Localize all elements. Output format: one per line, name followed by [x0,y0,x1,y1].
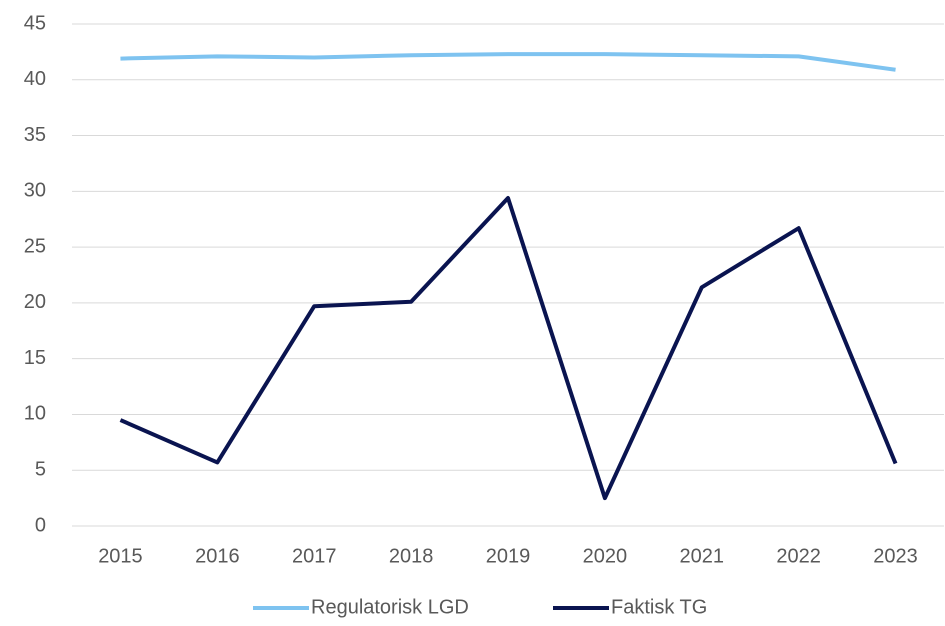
y-tick-label: 15 [24,347,46,369]
x-tick-label: 2021 [680,545,725,567]
y-tick-label: 30 [24,180,46,202]
series-line [120,52,896,72]
y-tick-label: 45 [24,12,46,34]
x-tick-label: 2020 [583,545,628,567]
y-tick-label: 25 [24,235,46,257]
y-tick-label: 10 [24,403,46,425]
x-tick-label: 2022 [776,545,821,567]
x-tick-label: 2023 [873,545,918,567]
x-tick-label: 2019 [486,545,531,567]
x-tick-label: 2015 [98,545,143,567]
y-tick-label: 40 [24,68,46,90]
y-tick-label: 5 [35,459,46,481]
x-tick-label: 2016 [195,545,240,567]
legend-label: Faktisk TG [611,596,707,618]
y-tick-label: 20 [24,291,46,313]
legend-label: Regulatorisk LGD [311,596,469,618]
x-tick-label: 2018 [389,545,434,567]
y-tick-label: 0 [35,514,46,536]
y-tick-label: 35 [24,124,46,146]
series-line [119,196,898,501]
x-tick-label: 2017 [292,545,337,567]
